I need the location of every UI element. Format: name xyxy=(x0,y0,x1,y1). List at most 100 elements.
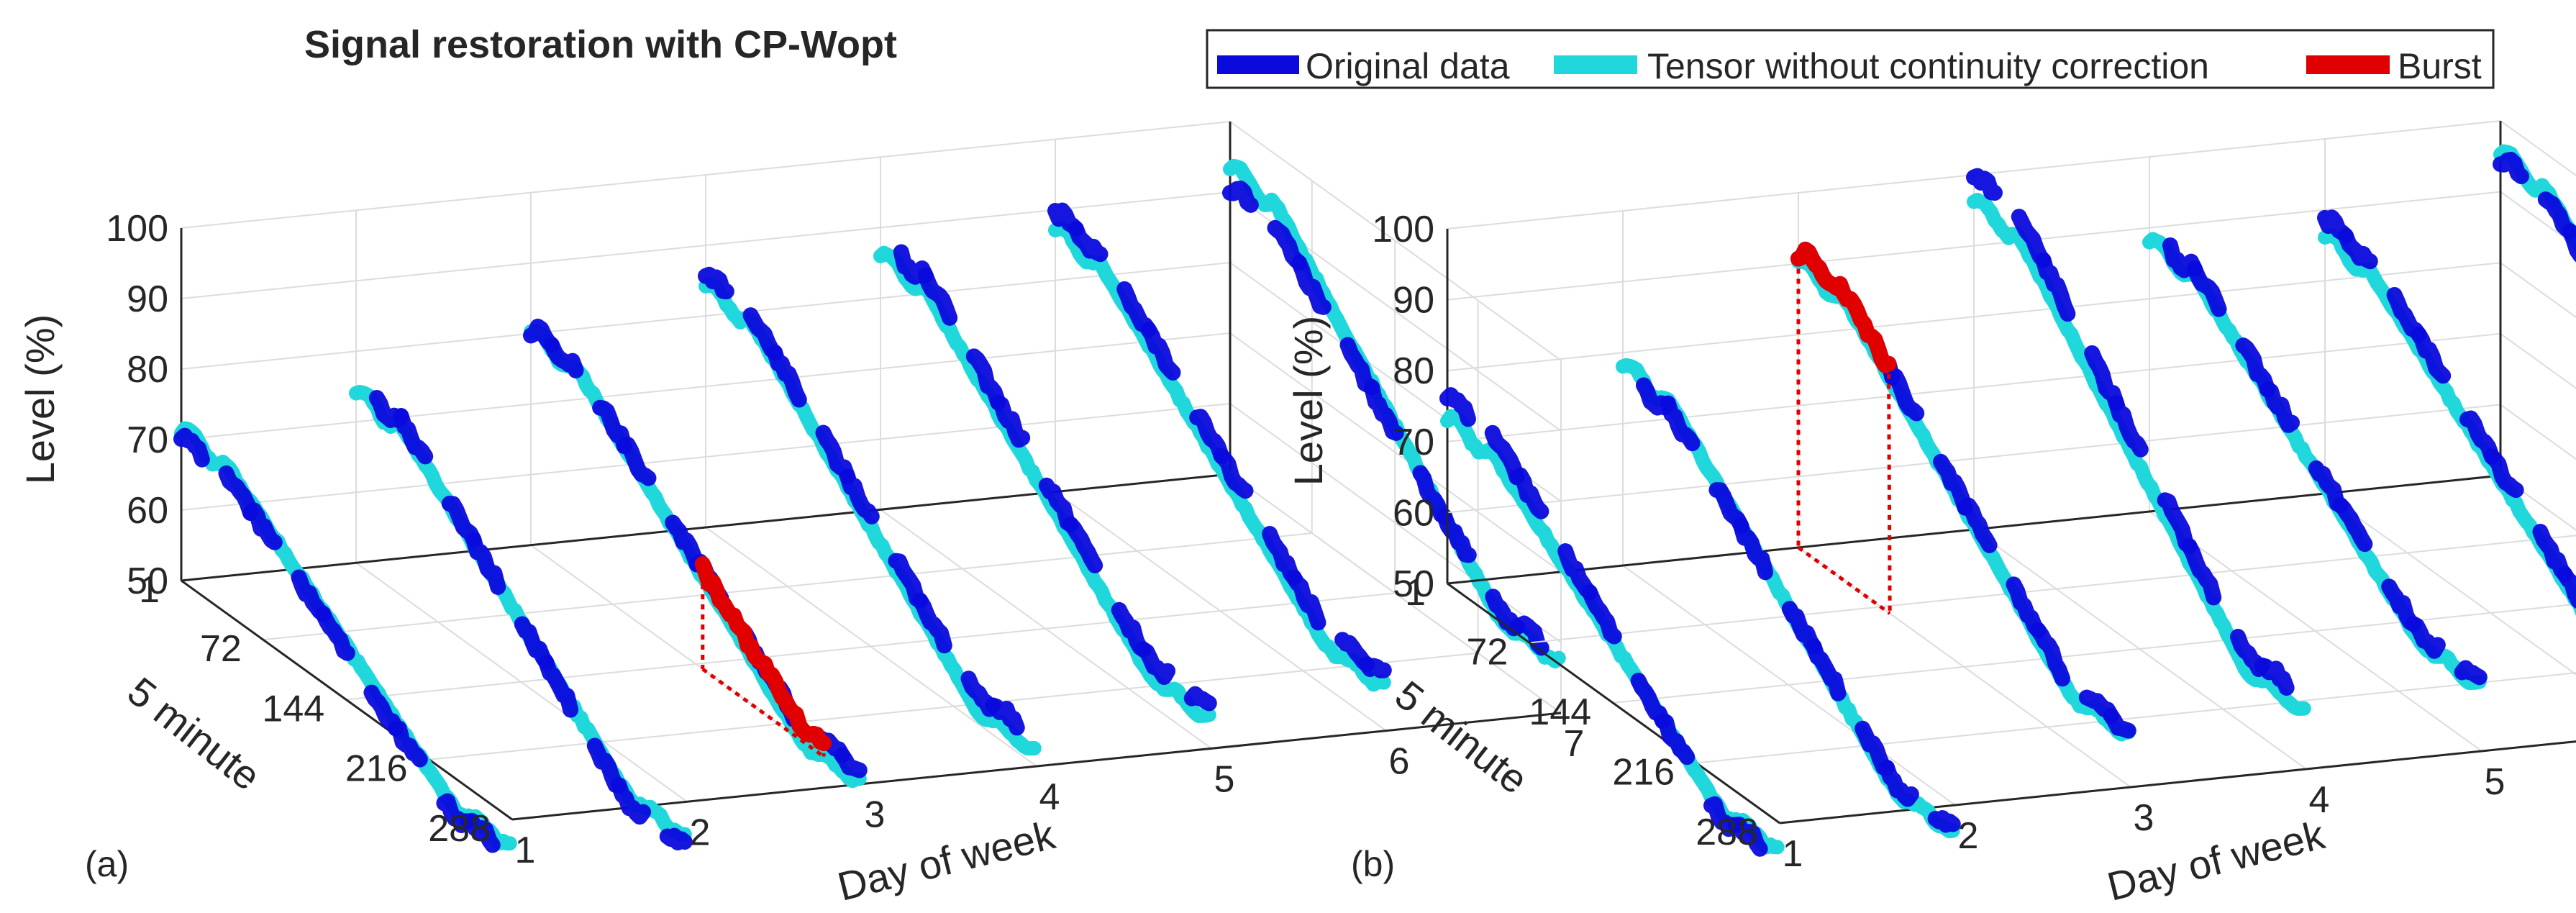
panel-label-b: (b) xyxy=(1351,844,1395,884)
tensor-series-line xyxy=(1048,221,1391,692)
tensor-series-line xyxy=(2318,228,2576,616)
y-tick-label: 216 xyxy=(345,748,408,790)
x-tick-label: 1 xyxy=(515,830,536,871)
z-tick-label: 90 xyxy=(1393,280,1434,322)
original-series-line xyxy=(2332,497,2373,553)
burst-b xyxy=(1790,241,1897,615)
original-series-line xyxy=(2254,657,2295,696)
zlabel-b: Level (%) xyxy=(1285,316,1331,486)
x-axis-line xyxy=(511,712,1562,821)
zlabel-a: Level (%) xyxy=(17,314,63,485)
original-series-line xyxy=(2035,252,2076,322)
original-series-line xyxy=(592,399,632,455)
axes-b xyxy=(1446,121,2576,825)
original-series-line xyxy=(767,344,807,408)
y-tick-label: 288 xyxy=(1696,812,1758,853)
original-series-line xyxy=(2259,381,2300,433)
x-tick-label: 3 xyxy=(2134,797,2154,839)
original-series-line xyxy=(2084,345,2124,412)
z-tick-label: 50 xyxy=(1393,563,1434,605)
y-tick-label: 216 xyxy=(1612,751,1675,793)
original-series-line xyxy=(1358,656,1392,678)
original-series-line xyxy=(990,394,1031,448)
original-series-line xyxy=(1655,713,1696,766)
original-series-line xyxy=(2562,223,2576,263)
grid-line xyxy=(1529,535,2576,644)
x-tick-label: 5 xyxy=(1214,758,1235,800)
grid-line xyxy=(2500,475,2576,531)
burst-marker-line xyxy=(701,668,825,758)
original-series-line xyxy=(1364,379,1404,441)
legend: Original data Tensor without continuity … xyxy=(1206,29,2495,89)
x-tick-label: 4 xyxy=(1039,776,1060,818)
original-series-line xyxy=(1957,497,1998,553)
original-series-line xyxy=(1222,180,1259,213)
original-series-line xyxy=(1927,810,1961,833)
grid-line xyxy=(2500,404,2576,460)
original-series-line xyxy=(1183,686,1217,712)
series-b xyxy=(1439,144,2576,857)
original-series-line xyxy=(388,720,428,768)
original-series-line xyxy=(912,592,952,654)
original-series-line xyxy=(1285,569,1326,631)
original-series-line xyxy=(839,468,880,524)
burst-marker-line xyxy=(1797,545,1891,615)
original-series-line xyxy=(1582,584,1622,645)
original-series-line xyxy=(815,424,856,485)
original-series-line xyxy=(1708,482,1749,534)
original-series-line xyxy=(1966,168,2003,201)
original-series-line xyxy=(2181,538,2222,606)
original-series-line xyxy=(1439,387,1476,427)
y-axis-line xyxy=(181,579,513,821)
z-tick-label: 80 xyxy=(127,349,168,391)
original-series-line xyxy=(2030,622,2071,687)
original-series-line xyxy=(538,654,579,718)
original-series-line xyxy=(2483,448,2524,499)
original-series-line xyxy=(1068,221,1109,263)
x-tick-label: 2 xyxy=(690,812,711,853)
original-series-line xyxy=(965,348,1006,411)
legend-box xyxy=(1206,29,2495,89)
y-axis-line xyxy=(1447,582,1780,825)
grid-line xyxy=(1613,603,2576,704)
burst-a xyxy=(694,556,832,758)
original-series-line xyxy=(2103,707,2136,739)
original-series-line xyxy=(1291,255,1332,315)
original-series-line xyxy=(242,502,283,550)
original-series-line xyxy=(2459,410,2500,465)
original-series-line xyxy=(315,606,355,661)
x-axis-line xyxy=(1779,740,2576,825)
burst-marker-line xyxy=(1887,363,1892,614)
y-tick-label: 1 xyxy=(1405,572,1426,614)
burst-series-line xyxy=(694,556,832,752)
z-tick-label: 80 xyxy=(1393,350,1434,392)
grid-line xyxy=(1229,473,1562,714)
axes-a xyxy=(180,122,1562,821)
original-series-line xyxy=(1630,672,1671,730)
original-series-line xyxy=(2557,566,2576,609)
ylabel-a: 5 minute xyxy=(119,668,269,799)
original-series-line xyxy=(1933,453,1973,516)
original-series-line xyxy=(834,747,868,778)
x-tick-label: 1 xyxy=(1783,833,1803,875)
x-tick-label: 4 xyxy=(2309,779,2330,821)
original-series-line xyxy=(1189,409,1229,464)
original-series-line xyxy=(1727,817,1768,857)
original-series-line xyxy=(1508,467,1549,519)
legend-label-burst: Burst xyxy=(2398,46,2482,86)
z-tick-label: 100 xyxy=(106,208,168,250)
grid-line xyxy=(2500,120,2576,176)
ticks-b: 50 60 70 80 90 100 1 2 3 4 5 6 7 1 72 144 216 288 xyxy=(1372,209,2505,875)
original-series-line xyxy=(2337,227,2378,270)
original-series-line xyxy=(465,532,506,595)
original-series-line xyxy=(173,427,210,468)
z-tick-label: 70 xyxy=(127,419,168,461)
original-series-line xyxy=(1884,368,1925,422)
y-tick-label: 1 xyxy=(139,569,160,611)
y-tick-label: 144 xyxy=(1529,691,1591,733)
original-series-line xyxy=(218,465,259,521)
z-tick-label: 70 xyxy=(1393,422,1434,463)
